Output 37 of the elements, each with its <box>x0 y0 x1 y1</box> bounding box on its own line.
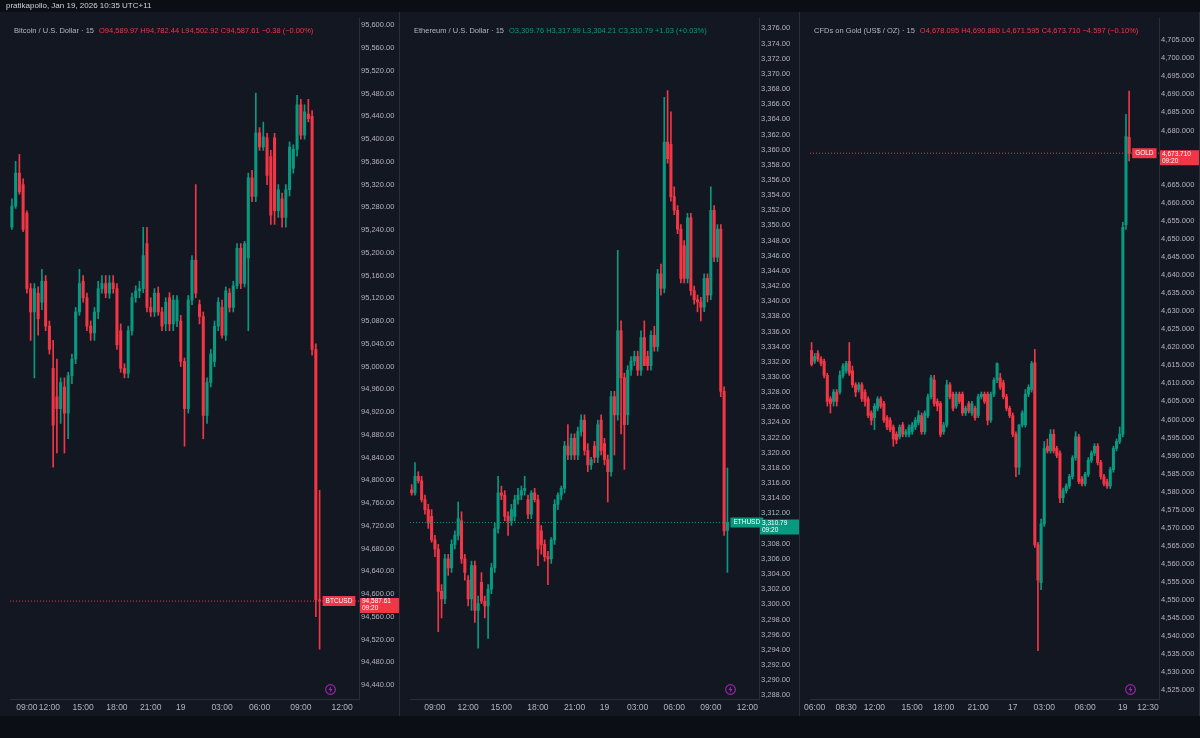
candlestick <box>523 475 527 496</box>
x-tick-label: 15:00 <box>490 702 513 713</box>
x-tick-label: 06:00 <box>663 702 686 713</box>
x-tick-label: 06:00 <box>804 702 826 713</box>
x-tick-label: 21:00 <box>967 702 990 713</box>
x-tick-label: 12:00 <box>863 702 886 713</box>
x-tick-label: 09:00 <box>16 702 38 713</box>
x-tick-label: 09:00 <box>424 702 446 713</box>
x-tick-label: 19 <box>599 702 610 713</box>
x-tick-label: 18:00 <box>932 702 955 713</box>
x-tick-label: 08:30 <box>835 702 858 713</box>
candlestick <box>476 595 480 649</box>
x-tick-label: 12:30 <box>1137 702 1159 713</box>
candlestick <box>699 297 703 322</box>
x-tick-label: 09:00 <box>700 702 722 713</box>
x-tick-label: 12:00 <box>38 702 61 713</box>
x-tick-label: 21:00 <box>140 702 162 713</box>
x-tick-label: 18:00 <box>106 702 128 713</box>
x-tick-label: 19 <box>1118 702 1128 713</box>
x-tick-label: 17 <box>1008 702 1018 713</box>
x-tick-label: 12:00 <box>736 702 759 713</box>
text: pratikapollo, Jan 19, 2026 10:35 UTC+11 <box>5 0 153 12</box>
x-tick-label: 03:00 <box>627 702 649 713</box>
x-tick-label: 03:00 <box>1033 702 1056 713</box>
x-tick-label: 15:00 <box>901 702 924 713</box>
x-tick-label: 19 <box>176 702 186 713</box>
x-tick-label: 15:00 <box>72 702 95 713</box>
x-tick-label: 12:00 <box>457 702 480 713</box>
x-tick-label: 06:00 <box>1074 702 1097 713</box>
x-tick-label: 18:00 <box>527 702 549 713</box>
x-tick-label: 03:00 <box>211 702 233 713</box>
candlestick <box>566 424 570 460</box>
x-tick-label: 09:00 <box>290 702 312 713</box>
x-tick-label: 06:00 <box>248 702 271 713</box>
x-tick-label: 21:00 <box>563 702 586 713</box>
candlestick <box>55 358 59 454</box>
x-tick-label: 12:00 <box>331 702 354 713</box>
